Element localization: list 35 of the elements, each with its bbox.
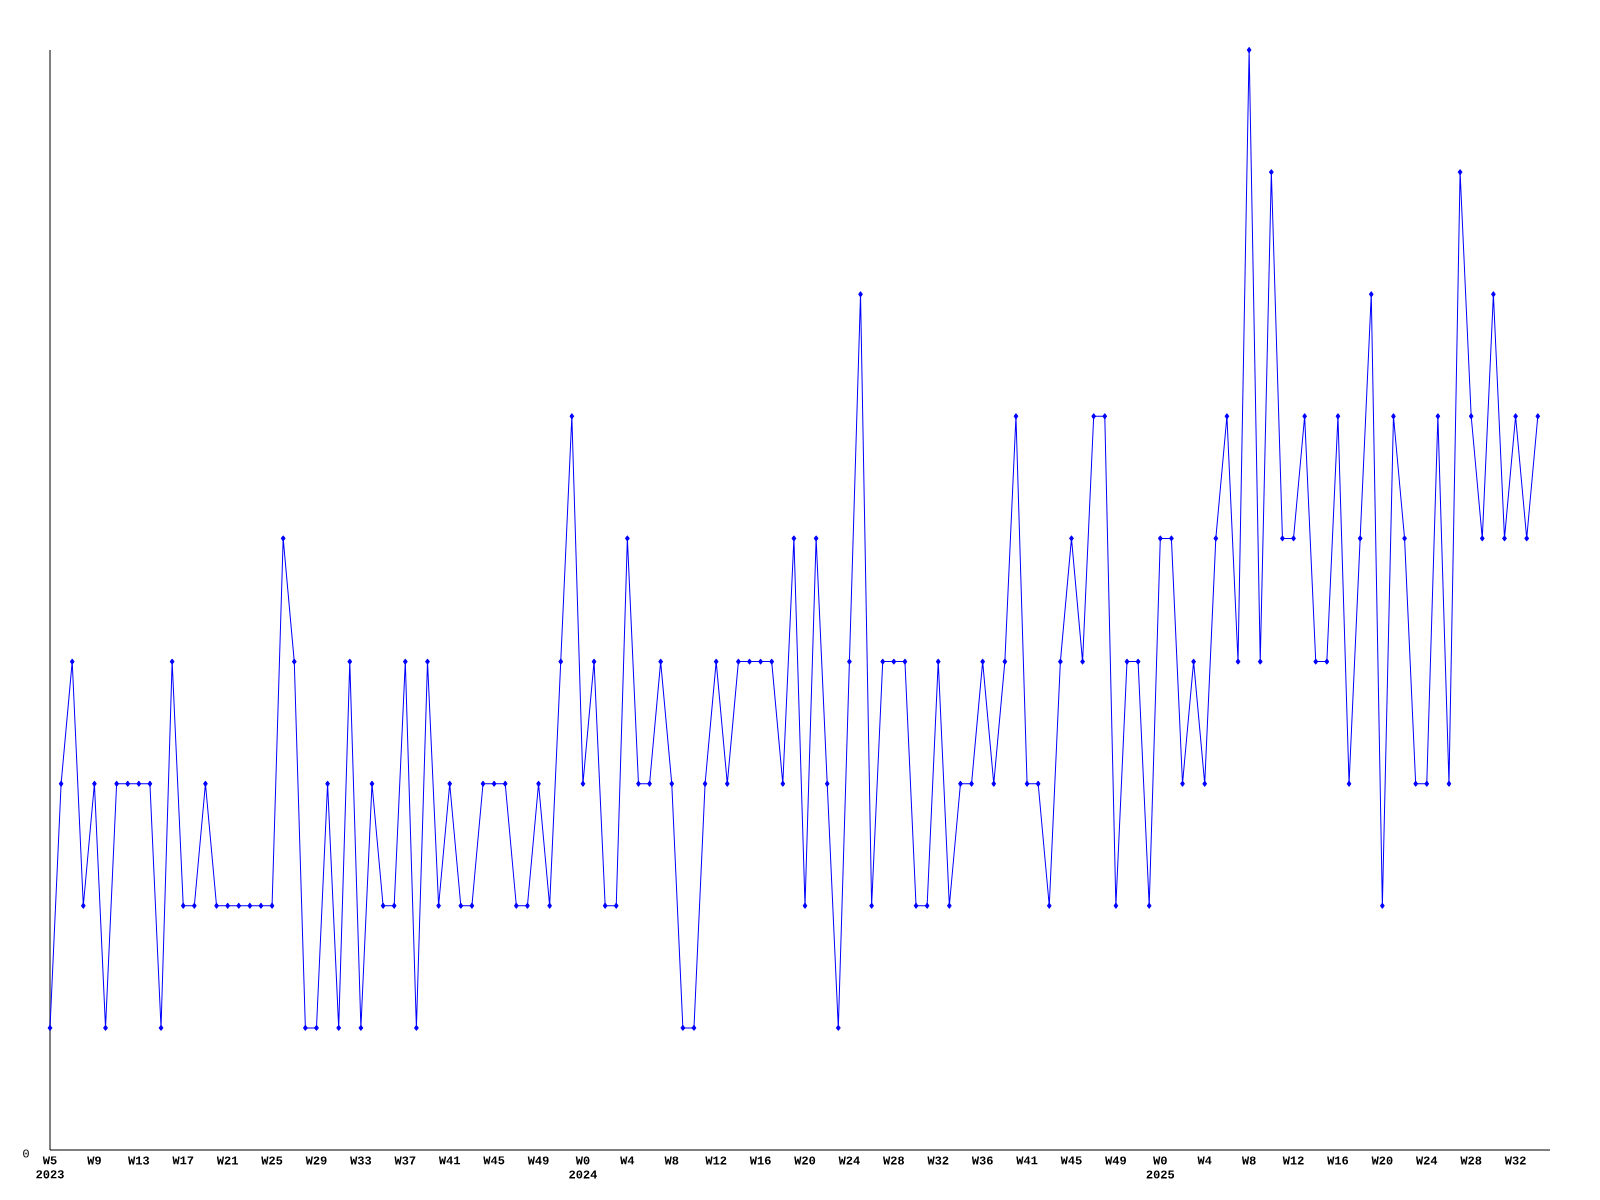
x-tick-label: W8 — [664, 1156, 679, 1165]
x-tick-label: W16 — [1327, 1156, 1349, 1165]
x-tick-label: W41 — [438, 1156, 461, 1165]
x-tick-label: W24 — [838, 1156, 860, 1165]
x-tick-label: W8 — [1241, 1156, 1256, 1165]
x-tick-label: W37 — [394, 1156, 416, 1165]
x-tick-label: W28 — [883, 1156, 904, 1165]
x-tick-label: W17 — [172, 1156, 194, 1165]
x-tick-label: W45 — [1060, 1156, 1082, 1165]
x-tick-label: W20 — [1371, 1156, 1393, 1165]
x-tick-label: W12 — [705, 1156, 727, 1165]
x-tick-label: W16 — [749, 1156, 771, 1165]
x-tick-label: W49 — [1105, 1156, 1126, 1165]
x-tick-label: W24 — [1415, 1156, 1438, 1165]
x-tick-label: W28 — [1460, 1156, 1482, 1165]
x-tick-label: W32 — [1504, 1156, 1526, 1165]
x-tick-label: W0 2025 — [1146, 1156, 1175, 1179]
x-tick-label: W5 2023 — [36, 1156, 64, 1179]
x-tick-label: W49 — [527, 1156, 549, 1165]
x-tick-label: W32 — [927, 1156, 949, 1165]
x-tick-label: W33 — [350, 1156, 372, 1165]
x-tick-label: W41 — [1016, 1156, 1038, 1165]
x-tick-label: W36 — [971, 1156, 993, 1165]
x-tick-label: W0 2024 — [569, 1156, 597, 1179]
x-tick-label: W29 — [305, 1156, 327, 1165]
x-tick-label: W9 — [87, 1156, 101, 1165]
x-tick-label: W13 — [128, 1156, 150, 1165]
x-tick-label: W4 — [1197, 1156, 1212, 1165]
x-tick-label: W21 — [216, 1156, 238, 1165]
x-tick-label: W12 — [1282, 1156, 1304, 1165]
text: 0 — [23, 1149, 29, 1158]
x-tick-label: W4 — [620, 1156, 635, 1165]
x-tick-label: W20 — [794, 1156, 816, 1165]
x-tick-label: W25 — [261, 1156, 283, 1165]
x-tick-label: W45 — [483, 1156, 505, 1165]
